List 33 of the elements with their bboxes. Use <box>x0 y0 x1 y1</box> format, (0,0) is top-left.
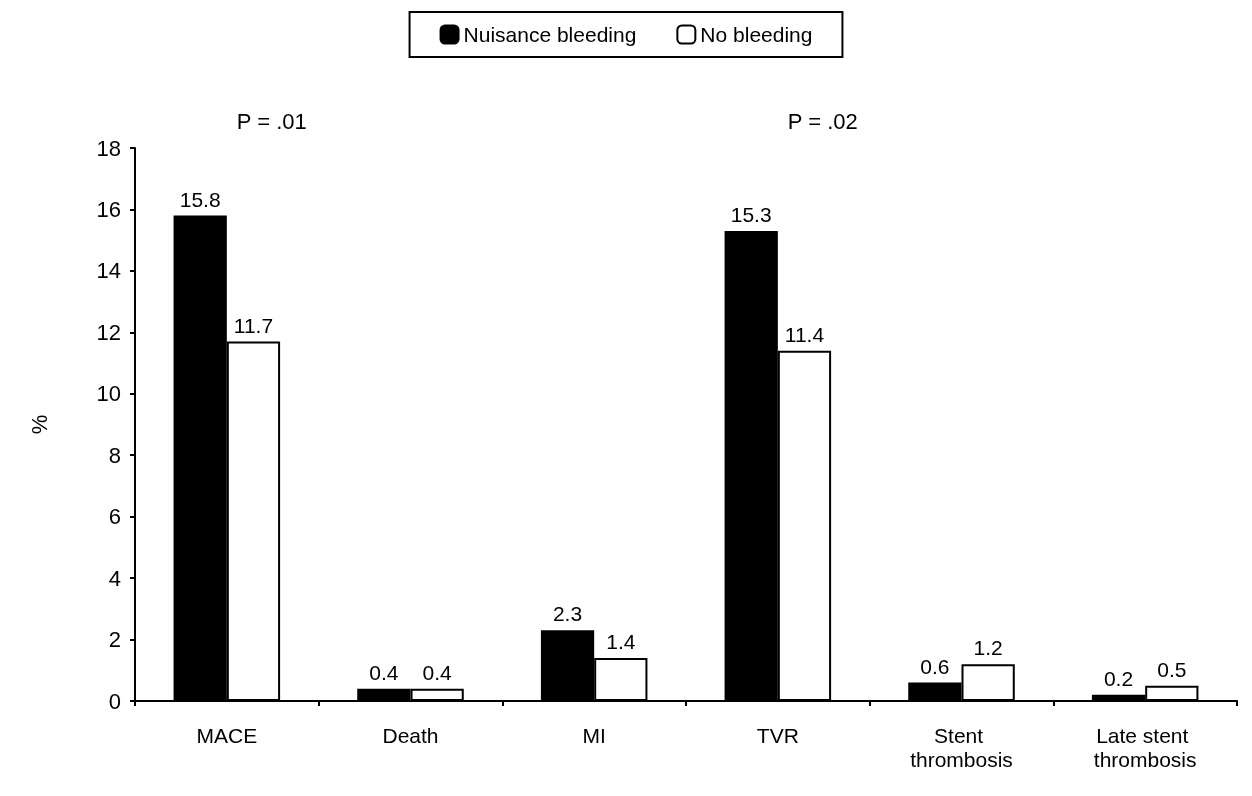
text: P = .01 <box>236 108 307 134</box>
data-label: 15.3 <box>730 202 772 226</box>
legend-label: No bleeding <box>700 23 813 46</box>
y-tick-label: 16 <box>96 196 121 222</box>
data-label: 0.2 <box>1103 666 1134 690</box>
y-tick-label: 0 <box>108 688 121 714</box>
y-axis-title: % <box>26 414 52 435</box>
data-label: 1.4 <box>606 629 636 653</box>
text: P = .02 <box>787 108 858 134</box>
data-label: 0.5 <box>1157 657 1187 681</box>
legend-label: Nuisance bleeding <box>463 23 637 46</box>
data-label: 2.3 <box>552 602 583 626</box>
y-tick-label: 6 <box>108 504 121 530</box>
data-label: 15.8 <box>179 187 221 211</box>
y-tick-label: 2 <box>108 627 121 653</box>
x-tick-label: Death <box>382 723 439 747</box>
x-tick-label: Late stent thrombosis <box>1093 723 1197 771</box>
data-label: 0.6 <box>920 654 950 678</box>
y-tick-label: 18 <box>96 135 121 161</box>
data-label: 0.4 <box>369 660 399 684</box>
x-tick-label: MI <box>582 723 606 747</box>
x-tick-label: TVR <box>756 723 799 747</box>
x-tick-label: Stent thrombosis <box>910 723 1013 771</box>
data-label: 11.7 <box>233 313 274 337</box>
data-label: 0.4 <box>422 660 453 684</box>
x-tick-label: MACE <box>196 723 258 747</box>
data-label: 1.2 <box>973 636 1003 660</box>
y-tick-label: 4 <box>108 565 121 591</box>
y-tick-label: 12 <box>96 319 121 345</box>
data-label: 11.4 <box>784 322 825 346</box>
y-tick-label: 8 <box>108 442 121 468</box>
y-tick-label: 10 <box>96 381 121 407</box>
y-tick-label: 14 <box>96 258 121 284</box>
